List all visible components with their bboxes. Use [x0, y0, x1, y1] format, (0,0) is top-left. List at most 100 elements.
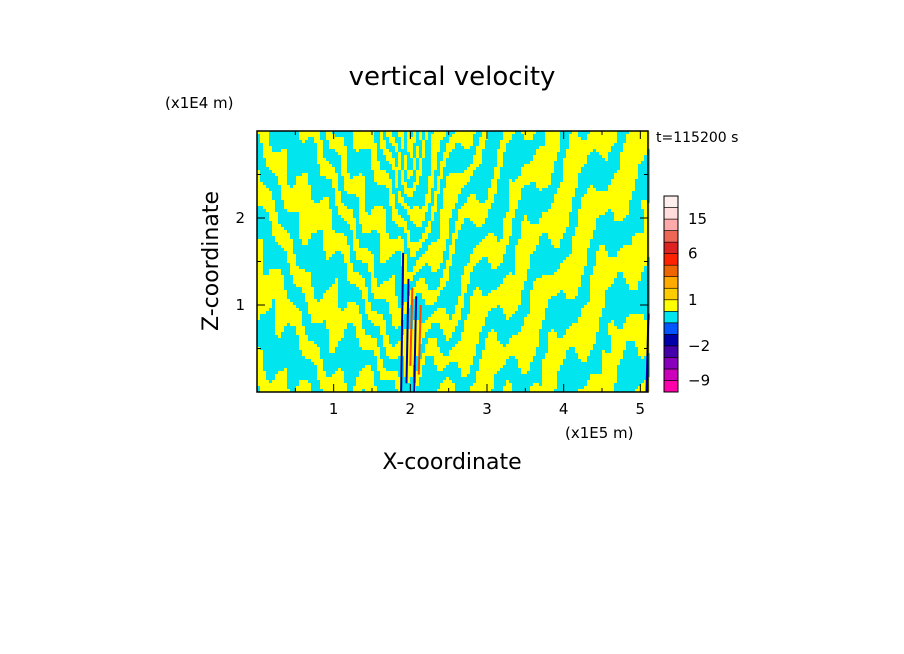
field-cell [572, 203, 575, 206]
field-cell [476, 158, 479, 161]
field-cell [560, 242, 563, 245]
field-cell [464, 140, 467, 143]
field-cell [473, 182, 476, 185]
field-cell [413, 170, 416, 173]
field-cell [356, 242, 359, 245]
field-cell [350, 182, 353, 185]
field-cell [521, 206, 524, 209]
field-cell [257, 203, 260, 206]
field-cell [323, 134, 326, 137]
field-cell [269, 221, 272, 224]
field-cell [356, 185, 359, 188]
field-cell [554, 155, 557, 158]
field-cell [482, 185, 485, 188]
field-cell [572, 146, 575, 149]
field-cell [638, 215, 641, 218]
field-cell [524, 140, 527, 143]
field-cell [374, 212, 377, 215]
field-cell [386, 239, 389, 242]
field-cell [380, 218, 383, 221]
field-cell [593, 185, 596, 188]
field-cell [506, 188, 509, 191]
field-cell [587, 143, 590, 146]
field-cell [602, 227, 605, 230]
field-cell [557, 146, 560, 149]
field-cell [488, 236, 491, 239]
field-cell [284, 206, 287, 209]
field-cell [299, 230, 302, 233]
field-cell [296, 221, 299, 224]
field-cell [449, 158, 452, 161]
field-cell [602, 233, 605, 236]
field-cell [401, 140, 404, 143]
field-cell [560, 182, 563, 185]
field-cell [488, 158, 491, 161]
field-cell [605, 158, 608, 161]
field-cell [425, 179, 428, 182]
field-cell [347, 191, 350, 194]
field-cell [617, 185, 620, 188]
field-cell [488, 182, 491, 185]
field-cell [467, 164, 470, 167]
field-cell [284, 149, 287, 152]
field-cell [431, 212, 434, 215]
field-cell [509, 179, 512, 182]
field-cell [293, 179, 296, 182]
field-cell [560, 161, 563, 164]
field-cell [356, 227, 359, 230]
field-cell [383, 221, 386, 224]
field-cell [311, 176, 314, 179]
field-cell [311, 197, 314, 200]
field-cell [365, 158, 368, 161]
field-cell [506, 152, 509, 155]
field-cell [635, 236, 638, 239]
field-cell [332, 197, 335, 200]
field-cell [572, 161, 575, 164]
field-cell [566, 152, 569, 155]
field-cell [542, 146, 545, 149]
field-cell [521, 188, 524, 191]
field-cell [539, 176, 542, 179]
field-cell [386, 209, 389, 212]
field-cell [440, 140, 443, 143]
field-cell [500, 227, 503, 230]
field-cell [407, 149, 410, 152]
field-cell [596, 221, 599, 224]
field-cell [437, 140, 440, 143]
field-cell [407, 185, 410, 188]
field-cell [299, 242, 302, 245]
field-cell [509, 221, 512, 224]
field-cell [488, 239, 491, 242]
field-cell [545, 137, 548, 140]
field-cell [599, 182, 602, 185]
field-cell [578, 230, 581, 233]
field-cell [518, 209, 521, 212]
field-cell [584, 182, 587, 185]
field-cell [278, 155, 281, 158]
field-cell [491, 137, 494, 140]
field-cell [500, 200, 503, 203]
field-cell [572, 155, 575, 158]
field-cell [638, 158, 641, 161]
field-cell [311, 233, 314, 236]
field-cell [305, 200, 308, 203]
field-cell [377, 161, 380, 164]
field-cell [569, 215, 572, 218]
field-cell [260, 137, 263, 140]
field-cell [332, 191, 335, 194]
field-cell [329, 230, 332, 233]
field-cell [416, 161, 419, 164]
field-cell [476, 143, 479, 146]
field-cell [530, 218, 533, 221]
field-cell [521, 224, 524, 227]
field-cell [569, 236, 572, 239]
field-cell [323, 224, 326, 227]
field-cell [533, 230, 536, 233]
field-cell [389, 137, 392, 140]
field-cell [359, 197, 362, 200]
field-cell [359, 176, 362, 179]
field-cell [317, 197, 320, 200]
field-cell [347, 179, 350, 182]
field-cell [500, 215, 503, 218]
field-cell [563, 155, 566, 158]
